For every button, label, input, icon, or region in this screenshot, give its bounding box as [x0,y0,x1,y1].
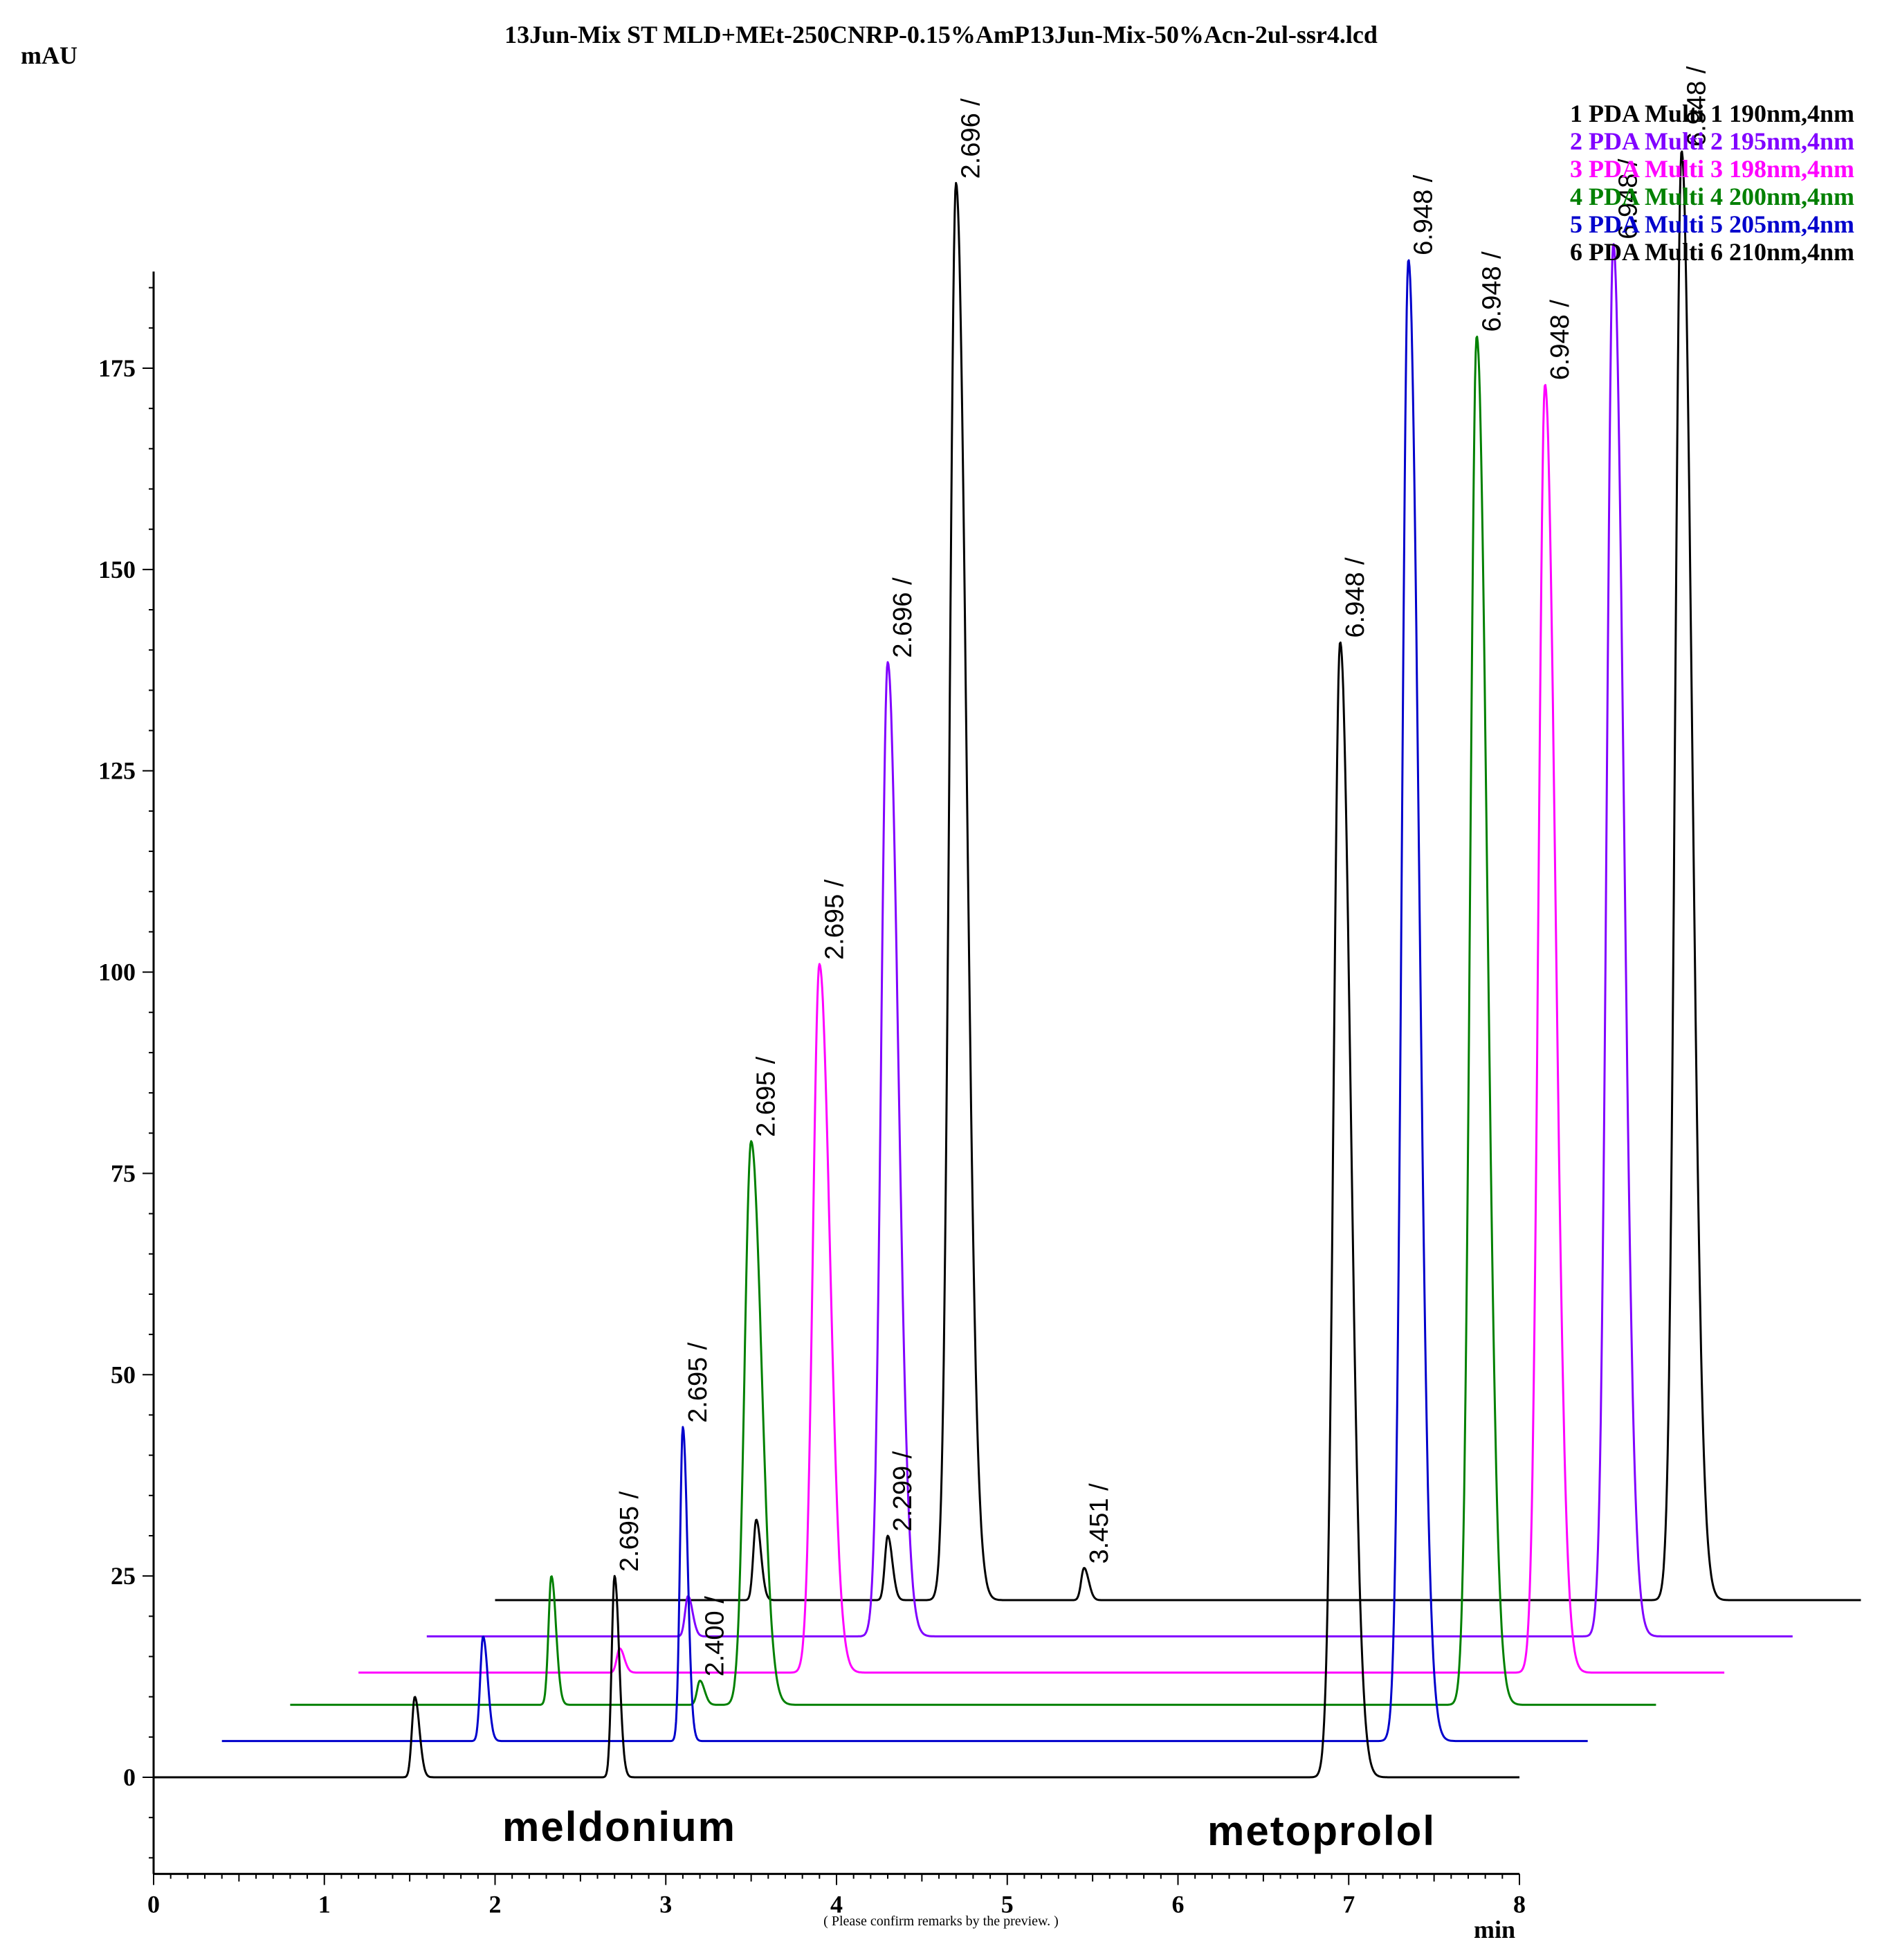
x-tick-label: 0 [147,1891,160,1918]
y-tick-label: 100 [98,959,136,986]
peak-label-series-1: 3.451 / [1085,1483,1114,1564]
traces [153,150,1861,1779]
x-tick-label: 4 [830,1891,843,1918]
legend-entry-6: 6 PDA Multi 6 210nm,4nm [1570,238,1854,266]
trace-series-3 [358,383,1725,1674]
y-tick-label: 25 [111,1562,136,1590]
axes: 0 25 50 75 100 125 150 175 0 1 2 3 4 5 6 7 8 [98,271,1526,1918]
legend-entry-4: 4 PDA Multi 4 200nm,4nm [1570,183,1854,210]
peak-label-series-5: 6.948 / [1409,174,1438,255]
annotation-meldonium: meldonium [502,1804,736,1850]
peak-label-series-2: 6.948 / [1614,158,1643,239]
x-tick-label: 6 [1172,1891,1185,1918]
trace-series-1 [495,150,1861,1601]
peak-label-series-1: 2.696 / [957,98,986,179]
x-tick-label: 2 [489,1891,502,1918]
peak-label-series-3: 6.948 / [1546,300,1575,381]
peak-labels: 2.299 / 2.696 / 3.451 / 6.948 / 2.696 / 6.948… [615,66,1711,1676]
y-tick-label: 175 [98,354,136,382]
peak-label-series-5: 2.695 / [684,1342,713,1423]
y-tick-label: 50 [111,1361,136,1388]
x-tick-label: 1 [318,1891,331,1918]
y-tick-label: 0 [123,1763,136,1791]
x-tick-label: 5 [1001,1891,1014,1918]
y-axis-unit: mAU [21,42,77,69]
peak-label-series-1: 6.948 / [1682,66,1711,147]
peak-label-series-4: 2.400 / [701,1596,730,1677]
trace-series-5 [221,259,1589,1743]
legend-entry-1: 1 PDA Multi 1 190nm,4nm [1570,100,1854,127]
peak-label-series-3: 2.695 / [820,879,849,960]
peak-label-series-2: 2.696 / [888,577,917,658]
trace-series-4 [289,336,1656,1706]
trace-series-2 [426,243,1793,1637]
peak-label-series-6: 2.695 / [615,1491,644,1572]
peak-label-series-4: 2.695 / [752,1056,781,1137]
legend-entry-2: 2 PDA Multi 2 195nm,4nm [1570,127,1854,155]
x-axis-unit: min [1474,1916,1515,1943]
annotation-metoprolol: metoprolol [1207,1808,1436,1854]
peak-label-series-1: 2.299 / [888,1451,917,1532]
x-tick-label: 7 [1342,1891,1355,1918]
legend-entry-5: 5 PDA Multi 5 205nm,4nm [1570,210,1854,238]
legend-entry-3: 3 PDA Multi 3 198nm,4nm [1570,155,1854,183]
remarks-note: ( Please confirm remarks by the preview.… [823,1914,1059,1929]
x-tick-label: 8 [1513,1891,1526,1918]
y-tick-label: 75 [111,1159,136,1187]
y-tick-label: 125 [98,757,136,785]
trace-series-6 [153,642,1520,1779]
peak-label-series-6: 6.948 / [1341,557,1370,638]
peak-label-series-4: 6.948 / [1477,251,1506,332]
y-tick-label: 150 [98,556,136,583]
x-tick-label: 3 [659,1891,672,1918]
chart-title: 13Jun-Mix ST MLD+MEt-250CNRP-0.15%AmP13J… [504,21,1378,48]
